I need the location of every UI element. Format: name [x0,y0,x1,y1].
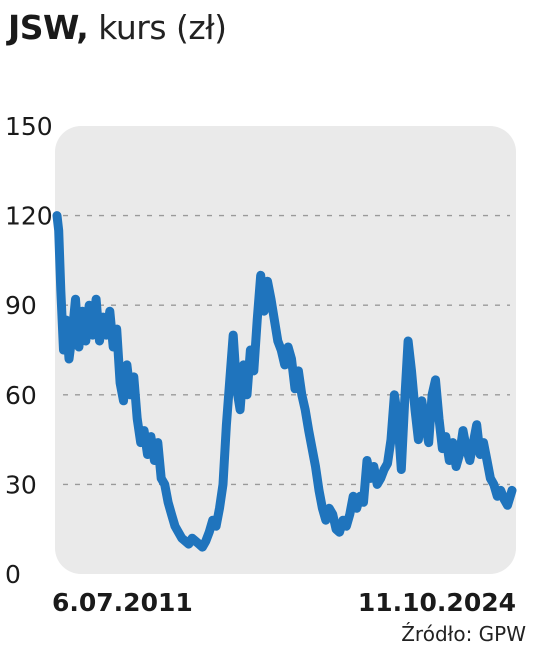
y-tick-label-120: 120 [5,202,53,231]
price-series-line [52,211,517,552]
title-ticker: JSW, [8,8,89,47]
y-axis-ticks: 0 30 60 90 120 150 [5,112,53,589]
y-tick-label-150: 150 [5,112,53,141]
y-tick-label-0: 0 [5,560,21,589]
x-axis-start-label: 6.07.2011 [52,588,193,617]
source-note: Źródło: GPW [401,622,526,646]
chart-title: JSW, kurs (zł) [8,6,227,50]
y-tick-label-90: 90 [5,291,37,320]
y-tick-label-30: 30 [5,470,37,499]
title-description: kurs (zł) [98,8,227,47]
x-axis-end-label: 11.10.2024 [358,588,516,617]
y-tick-label-60: 60 [5,381,37,410]
